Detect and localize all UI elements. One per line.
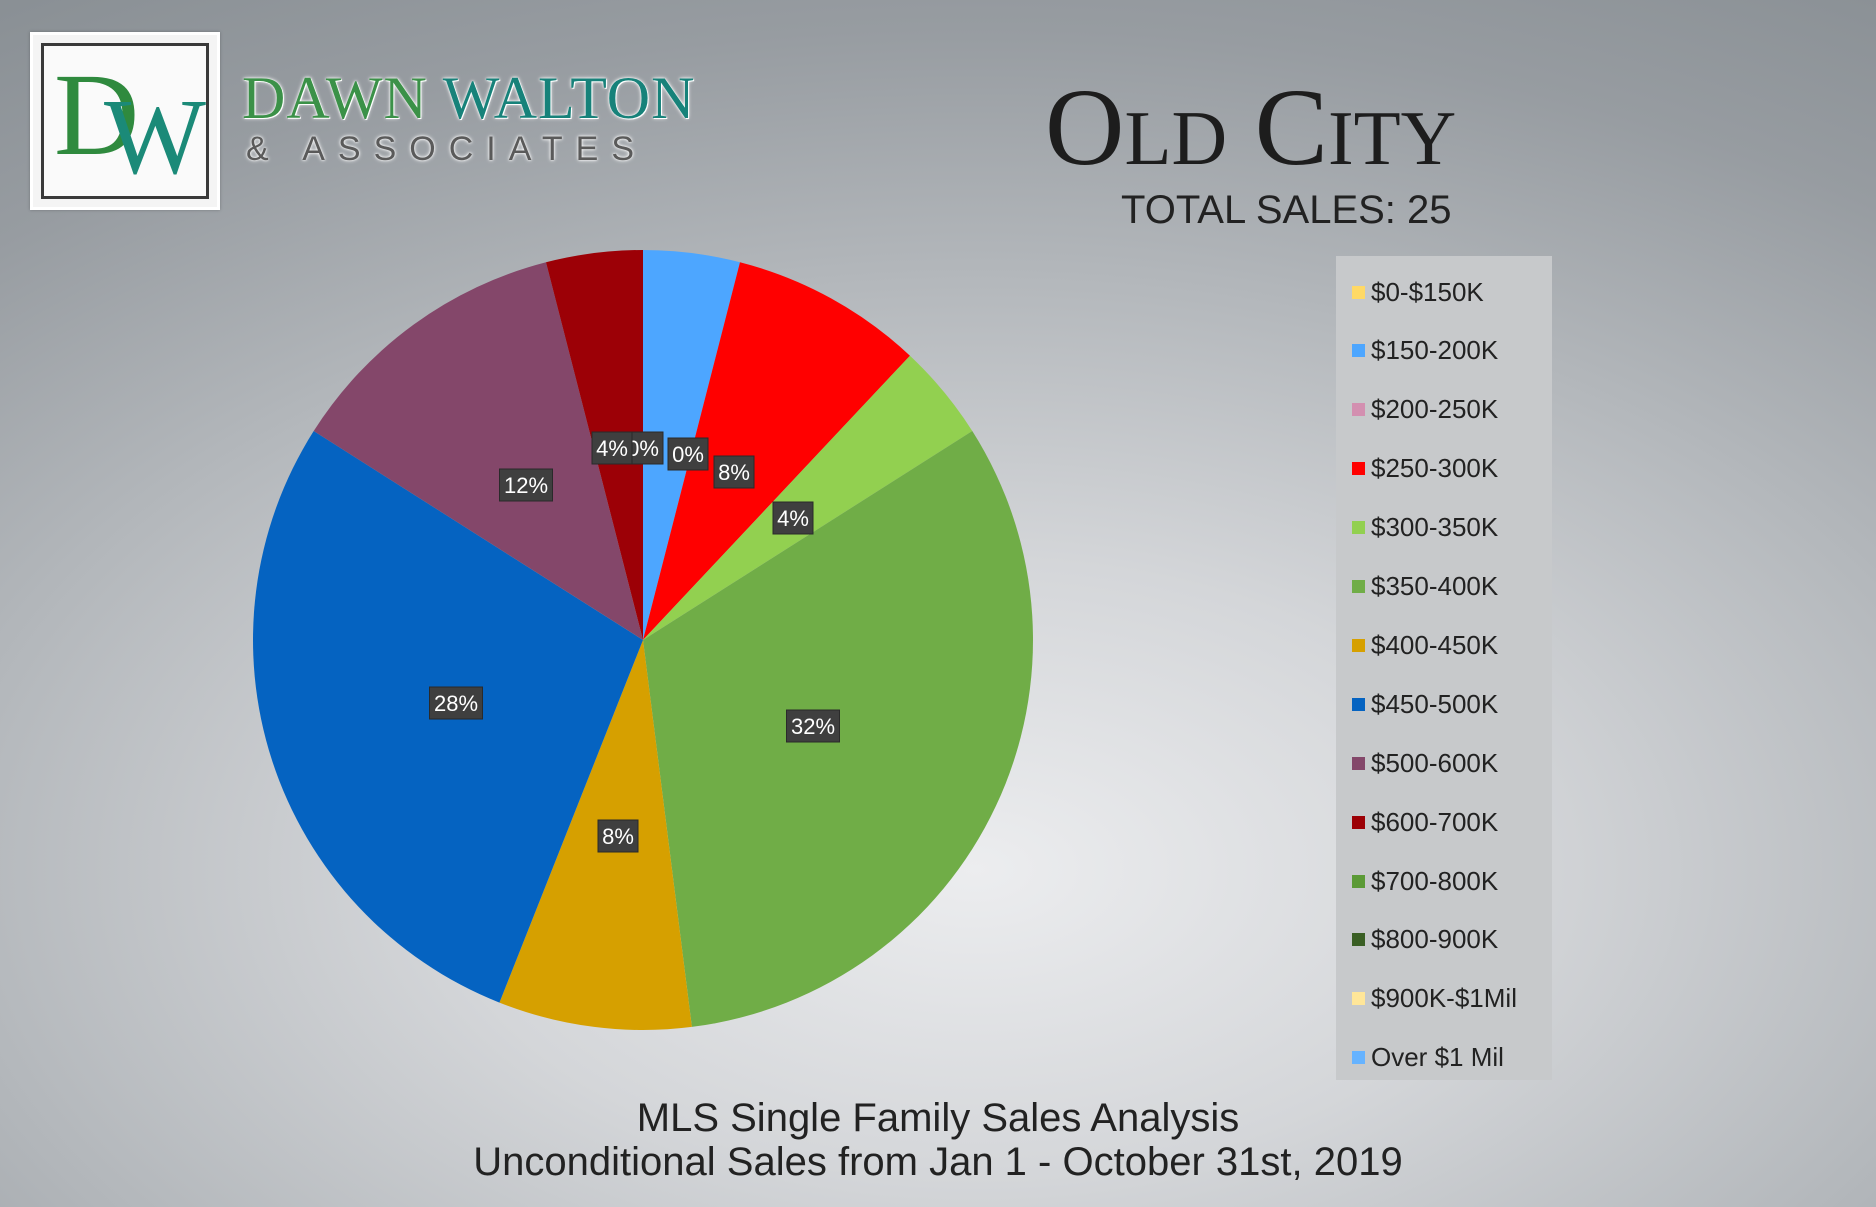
legend-label: Over $1 Mil (1371, 1042, 1504, 1073)
data-label-350-400k: 32% (786, 709, 840, 743)
legend-item-500-600k: $500-600K (1352, 743, 1498, 783)
data-label-box (667, 437, 709, 471)
legend-item-200-250k: $200-250K (1352, 390, 1498, 430)
footer-subtitle: Unconditional Sales from Jan 1 - October… (473, 1140, 1403, 1184)
legend-label: $200-250K (1371, 394, 1499, 425)
brand-name-word-2: WALTON (442, 65, 696, 131)
legend-item-150-200k: $150-200K (1352, 331, 1498, 371)
legend-label: $350-400K (1371, 571, 1499, 601)
page-title: Old City (1045, 66, 1457, 188)
legend-swatch (1352, 992, 1365, 1006)
logo-letter-d: D (54, 49, 140, 180)
legend-label: $400-450K (1371, 629, 1499, 660)
legend-swatch (1352, 874, 1365, 888)
data-label-box (713, 455, 755, 489)
data-label-box (591, 431, 633, 465)
legend-item-0-150k: $0-$150K (1352, 272, 1484, 312)
data-label-text: 4% (596, 436, 628, 461)
data-label-box (597, 819, 639, 853)
data-label-200-250k: 0% (667, 437, 709, 471)
legend-swatch (1352, 697, 1365, 711)
legend-swatch (1352, 756, 1365, 770)
total-sales: TOTAL SALES: 25 (1121, 188, 1452, 232)
legend-label: $700-800K (1371, 865, 1499, 896)
pie-slice-250-300k (643, 262, 910, 640)
legend-swatch (1352, 638, 1365, 652)
data-label-text: 8% (602, 824, 634, 849)
legend-label: $800-900K (1371, 924, 1499, 955)
pie-slice-500-600k (313, 262, 643, 640)
brand-name-word-1: DAWN (242, 65, 428, 131)
legend-item-900k-1mil: $900K-$1Mil (1352, 979, 1517, 1019)
logo: D W (30, 32, 220, 210)
data-label-text: 12% (504, 473, 548, 498)
legend-item-700-800k: $700-800K (1352, 861, 1498, 901)
data-label-box (429, 686, 483, 720)
legend-item-250-300k: $250-300K (1352, 449, 1498, 489)
data-label-box (499, 468, 553, 502)
legend-label: $150-200K (1371, 335, 1499, 366)
brand-subtitle: & ASSOCIATES (246, 130, 648, 168)
legend-swatch (1352, 580, 1365, 593)
data-label-box (786, 709, 840, 743)
legend-item-over-1-mil: Over $1 Mil (1352, 1038, 1504, 1078)
legend-swatch (1352, 815, 1365, 829)
data-label-text: 0% (672, 442, 704, 467)
legend-item-400-450k: $400-450K (1352, 625, 1498, 665)
legend-item-350-400k: $350-400K (1352, 567, 1498, 607)
legend-swatch (1352, 462, 1365, 476)
data-label-400-450k: 8% (597, 819, 639, 853)
legend-item-800-900k: $800-900K (1352, 920, 1498, 960)
legend-swatch (1352, 1051, 1365, 1065)
data-label-text: 8% (718, 460, 750, 485)
pie-slice-300-350k (643, 355, 973, 640)
data-label-text: 4% (777, 506, 809, 531)
logo-letter-w: W (104, 78, 206, 197)
legend-swatch (1352, 285, 1365, 299)
legend-swatch (1352, 403, 1365, 417)
data-label-500-600k: 12% (499, 468, 553, 502)
legend-label: $500-600K (1371, 747, 1499, 778)
legend-swatch (1352, 933, 1365, 947)
data-label-text: 32% (791, 714, 835, 739)
legend-swatch (1352, 344, 1365, 358)
pie-slices (253, 250, 1033, 1030)
legend-label: $450-500K (1371, 688, 1499, 719)
legend-label: $300-350K (1371, 512, 1499, 543)
logo-frame: D W (41, 43, 209, 199)
data-label-450-500k: 28% (429, 686, 483, 720)
data-label-250-300k: 8% (713, 455, 755, 489)
data-label-box (772, 501, 814, 535)
data-label-300-350k: 4% (772, 501, 814, 535)
legend-item-450-500k: $450-500K (1352, 684, 1498, 724)
pie-data-labels: 0% 0%8%4%32%8%28%12%4% (429, 431, 840, 853)
legend-label: $0-$150K (1371, 276, 1484, 307)
legend-item-600-700k: $600-700K (1352, 802, 1498, 842)
data-label-text: 28% (434, 691, 478, 716)
pie-slice-400-450k (499, 640, 692, 1030)
data-label-600-700k: 4% (591, 431, 633, 465)
legend-swatch (1352, 521, 1365, 535)
chart-legend: $0-$150K $150-200K $200-250K $250-300K $300-… (1336, 256, 1552, 1080)
legend-item-300-350k: $300-350K (1352, 508, 1498, 548)
legend-label: $600-700K (1371, 806, 1499, 837)
legend-label: $250-300K (1371, 453, 1499, 484)
legend-label: $900K-$1Mil (1371, 983, 1517, 1014)
brand-name: DAWN WALTON (242, 68, 695, 128)
footer-title: MLS Single Family Sales Analysis (636, 1096, 1240, 1140)
